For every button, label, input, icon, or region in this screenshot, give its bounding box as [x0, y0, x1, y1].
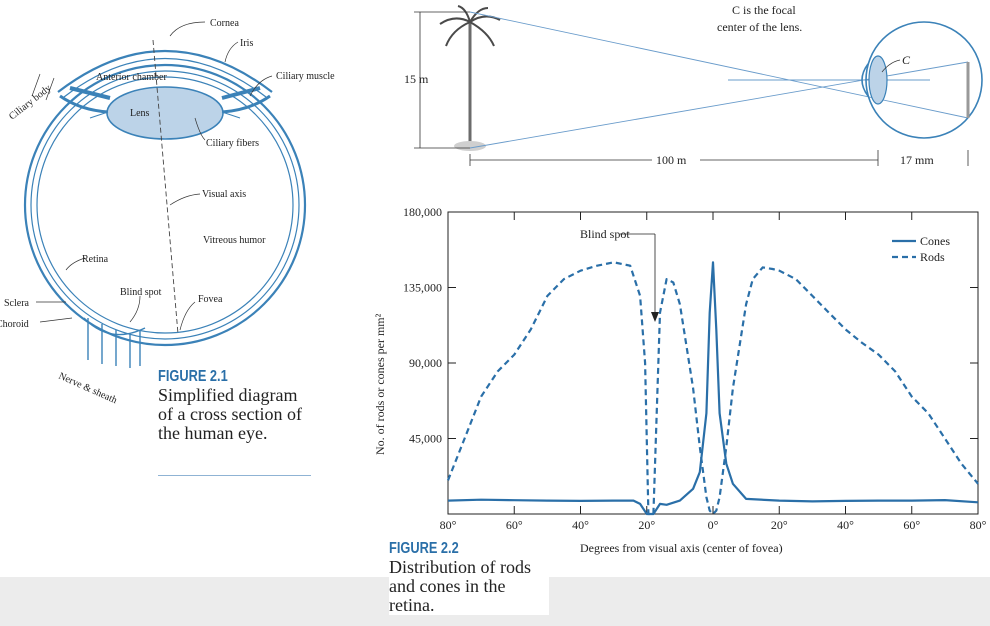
- label-ciliary-fibers: Ciliary fibers: [206, 138, 259, 149]
- x-tick-label: 60°: [903, 518, 920, 532]
- figure-2-2-caption: Distribution of rods and cones in the re…: [389, 557, 531, 615]
- label-sclera: Sclera: [4, 298, 30, 309]
- retina-ring: [36, 76, 294, 334]
- label-focal-center: C: [902, 53, 911, 67]
- optics-diagram: 15 m C C is the focal center of the lens…: [404, 3, 983, 167]
- label-retina: Retina: [82, 254, 109, 265]
- label-vitreous-humor: Vitreous humor: [203, 235, 266, 246]
- label-lens: Lens: [130, 108, 150, 119]
- legend-rods: Rods: [920, 250, 945, 264]
- x-tick-label: 0°: [708, 518, 719, 532]
- sclera-ring: [23, 63, 307, 347]
- x-tick-label: 60°: [506, 518, 523, 532]
- optic-nerve: [87, 318, 141, 368]
- x-tick-label: 40°: [837, 518, 854, 532]
- annotation-blind-spot: Blind spot: [580, 227, 630, 241]
- label-ciliary-body: Ciliary body: [7, 83, 53, 123]
- label-visual-axis: Visual axis: [202, 189, 246, 200]
- tree-icon: [439, 5, 501, 47]
- x-axis-label: Degrees from visual axis (center of fove…: [580, 541, 783, 555]
- label-anterior-chamber: Anterior chamber: [96, 72, 167, 83]
- visual-axis-line: [152, 39, 179, 335]
- label-choroid: Choroid: [0, 319, 29, 330]
- label-blind-spot: Blind spot: [120, 287, 162, 298]
- chart-legend: Cones Rods: [892, 234, 950, 264]
- plot-frame: [447, 211, 979, 515]
- x-tick-label: 80°: [970, 518, 987, 532]
- label-iris: Iris: [240, 38, 253, 49]
- label-fovea: Fovea: [198, 294, 223, 305]
- eye-outline: [865, 21, 983, 139]
- y-tick-label: 45,000: [409, 432, 442, 446]
- x-tick-label: 20°: [771, 518, 788, 532]
- label-nerve-sheath: Nerve & sheath: [57, 371, 119, 407]
- figure-2-2-caption-block: FIGURE 2.2 Distribution of rods and cone…: [389, 540, 549, 615]
- choroid-ring: [30, 70, 300, 340]
- y-axis-label: No. of rods or cones per mm²: [373, 313, 387, 455]
- eye-cross-section: Cornea Iris Ciliary body Anterior chambe…: [0, 18, 335, 406]
- lens-shape: [106, 86, 224, 140]
- label-height: 15 m: [404, 72, 429, 86]
- ray-top: [469, 11, 969, 119]
- eye-lens: [868, 55, 888, 105]
- rods-cones-chart: 45,000 90,000 135,000 180,000 80° 60° 40° 20° 0…: [373, 205, 987, 555]
- figure-2-1-caption-block: FIGURE 2.1 Simplified diagram of a cross…: [158, 368, 308, 443]
- label-distance: 100 m: [656, 153, 687, 167]
- series-line-rods: [446, 261, 979, 516]
- series-layer: [446, 261, 979, 516]
- note-line-1: C is the focal: [732, 3, 796, 17]
- series-line-cones: [447, 261, 979, 516]
- y-tick-label: 135,000: [403, 281, 442, 295]
- y-tick-label: 180,000: [403, 205, 442, 219]
- figure-2-2-label: FIGURE 2.2: [389, 540, 459, 557]
- label-focal-distance: 17 mm: [900, 153, 934, 167]
- x-axis: 80° 60° 40° 20° 0° 20° 40° 60° 80°: [440, 212, 987, 532]
- y-tick-label: 90,000: [409, 356, 442, 370]
- figure-2-1-caption: Simplified diagram of a cross section of…: [158, 385, 302, 443]
- x-tick-label: 20°: [638, 518, 655, 532]
- y-axis: 45,000 90,000 135,000 180,000: [403, 205, 978, 446]
- x-tick-label: 40°: [572, 518, 589, 532]
- label-cornea: Cornea: [210, 18, 239, 29]
- cornea-curve: [57, 49, 273, 93]
- figure-2-1-label: FIGURE 2.1: [158, 368, 228, 385]
- label-ciliary-muscle: Ciliary muscle: [276, 71, 335, 82]
- note-line-2: center of the lens.: [717, 20, 802, 34]
- caption-rule: [158, 475, 311, 476]
- x-tick-label: 80°: [440, 518, 457, 532]
- legend-cones: Cones: [920, 234, 950, 248]
- ray-bottom: [469, 61, 969, 149]
- blind-spot-arrow: [651, 312, 659, 322]
